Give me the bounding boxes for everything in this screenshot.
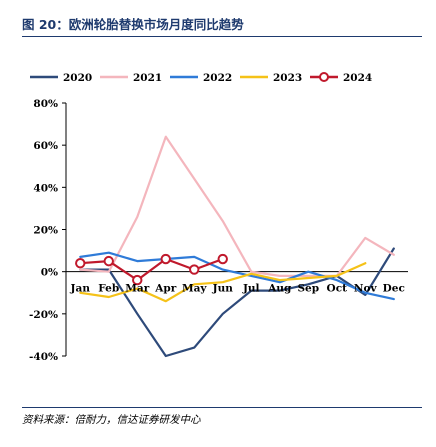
y-tick-label: 40%: [33, 182, 58, 194]
x-tick-label: Oct: [327, 283, 348, 295]
figure-source: 资料来源：倍耐力，信达证券研发中心: [22, 414, 201, 426]
title-rule: [22, 36, 422, 37]
series-2024: [75, 253, 228, 286]
y-tick-label: 20%: [33, 225, 58, 237]
legend-label: 2021: [133, 72, 162, 84]
series-line-2023: [79, 262, 367, 303]
series-2020: [79, 247, 395, 358]
x-tick-label: Apr: [154, 283, 176, 295]
legend-label: 2024: [343, 72, 372, 84]
x-tick-label: Aug: [267, 283, 292, 295]
chart-axes: 80% 60% 40% 20% 0% -20% -40%: [29, 98, 408, 363]
x-tick-label: Jul: [242, 283, 260, 295]
x-tick-label: Dec: [383, 283, 405, 295]
series-2022: [79, 251, 395, 301]
data-point-2024: [132, 274, 143, 286]
series-2023: [79, 262, 367, 303]
legend-item-2024: 2024: [310, 72, 372, 84]
x-tick-label: Sep: [297, 283, 319, 295]
data-point-2024: [103, 255, 114, 267]
x-tick-labels: Jan Feb Mar Apr May Jun Jul Aug Sep Oct Nov Dec: [70, 283, 405, 295]
data-point-2024: [217, 253, 228, 265]
y-tick-label: 80%: [33, 98, 58, 110]
legend-label: 2020: [63, 72, 92, 84]
x-tick-label: Nov: [354, 283, 378, 295]
y-tick-label: 0%: [41, 267, 58, 279]
x-tick-label: Jan: [70, 283, 91, 295]
series-line-2021: [79, 135, 395, 277]
x-tick-label: May: [182, 283, 207, 295]
series-line-2020: [79, 247, 395, 358]
legend-item-2023: 2023: [240, 72, 302, 84]
figure-title: 图 20：欧洲轮胎替换市场月度同比趋势: [22, 17, 244, 32]
source-rule: [22, 407, 422, 408]
legend-item-2022: 2022: [170, 72, 232, 84]
legend-item-2020: 2020: [30, 72, 92, 84]
legend-marker: [319, 72, 329, 82]
data-point-2024: [189, 264, 200, 275]
data-point-2024: [75, 258, 86, 269]
legend-item-2021: 2021: [100, 72, 162, 84]
series-line-2022: [79, 251, 395, 301]
series-2021: [79, 135, 395, 277]
y-tick-label: -20%: [29, 309, 58, 321]
data-point-2024: [160, 253, 171, 265]
x-tick-label: Mar: [125, 283, 149, 295]
x-tick-label: Jun: [212, 283, 234, 295]
legend-label: 2022: [203, 72, 232, 84]
chart-legend: 2020 2021 2022 2023 2024: [30, 72, 372, 84]
legend-label: 2023: [273, 72, 302, 84]
y-tick-label: 60%: [33, 140, 58, 152]
chart-series: [75, 135, 395, 358]
x-tick-label: Feb: [98, 283, 119, 295]
line-chart: 2020 2021 2022 2023 2024 80% 60% 40% 20% 0% -20% -…: [29, 72, 408, 363]
y-tick-label: -40%: [29, 351, 58, 363]
